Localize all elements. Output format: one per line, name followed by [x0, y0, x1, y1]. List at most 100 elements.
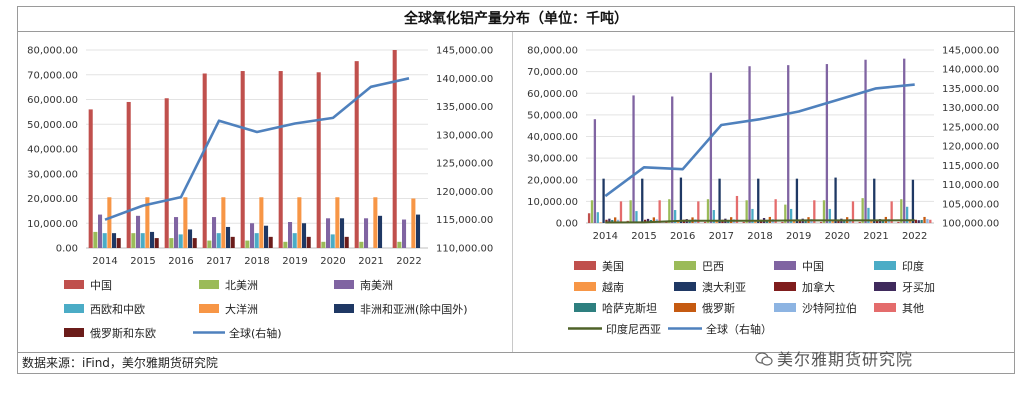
legend-swatch [674, 261, 696, 270]
bar [221, 197, 226, 248]
legend-label: 澳大利亚 [702, 280, 746, 294]
bar [202, 73, 207, 248]
y-tick-label: 0.00 [556, 219, 578, 230]
x-tick-label: 2016 [168, 256, 193, 267]
small-series-line [605, 219, 915, 224]
bar [774, 199, 777, 223]
x-tick-label: 2014 [92, 256, 117, 267]
global-total-line [104, 77, 410, 221]
bar [340, 218, 345, 248]
bar [116, 238, 121, 248]
bar [288, 222, 293, 248]
legend-label: 美国 [602, 260, 624, 273]
y-tick-label: 50,000.00 [527, 110, 578, 121]
y-tick-label: 20,000.00 [27, 194, 78, 205]
legend-label: 大洋洲 [225, 302, 258, 316]
legend-swatch [334, 280, 354, 289]
bar [154, 238, 159, 248]
bar [297, 197, 302, 248]
bar [192, 238, 197, 248]
legend-swatch [774, 303, 796, 312]
legend-swatch [574, 282, 596, 291]
bar [268, 236, 273, 248]
bar [897, 221, 900, 223]
y-tick-label: 80,000.00 [27, 46, 78, 57]
bar [344, 236, 349, 248]
bar [679, 177, 683, 223]
bar [392, 50, 397, 248]
bar [250, 223, 255, 248]
bar [614, 217, 617, 223]
bar [715, 220, 718, 223]
watermark: 美尔雅期货研究院 [755, 346, 913, 370]
bar [230, 236, 235, 248]
bar [843, 219, 846, 223]
bar [745, 200, 748, 223]
bar [789, 208, 793, 223]
bar [748, 66, 751, 223]
legend-swatch [874, 303, 896, 312]
bar [709, 72, 713, 224]
wechat-icon [755, 352, 773, 366]
bar [88, 109, 93, 249]
y2-tick-label: 115,000.00 [436, 215, 493, 226]
legend-label: 印度 [902, 259, 924, 273]
bar [150, 231, 155, 248]
legend-label: 沙特阿拉伯 [802, 301, 857, 315]
bar [712, 210, 715, 223]
bar [278, 71, 283, 248]
legend-label: 其他 [902, 302, 924, 315]
y2-tick-label: 145,000.00 [436, 46, 493, 57]
y-tick-label: 70,000.00 [27, 70, 78, 81]
legend-label: 牙买加 [902, 281, 935, 294]
bar [245, 240, 250, 248]
bar [881, 219, 885, 223]
bar [903, 58, 906, 224]
bar [587, 213, 591, 223]
bar [864, 59, 867, 224]
bar [873, 178, 876, 223]
y-tick-label: 20,000.00 [527, 175, 578, 186]
bar [188, 229, 193, 248]
y2-tick-label: 145,000.00 [942, 46, 999, 57]
y2-tick-label: 135,000.00 [942, 84, 999, 95]
bar [169, 238, 174, 248]
bar [819, 221, 823, 223]
y-tick-label: 50,000.00 [27, 120, 78, 131]
bar [605, 219, 608, 223]
bar [851, 201, 855, 224]
watermark-text: 美尔雅期货研究院 [777, 350, 914, 369]
bar [920, 219, 923, 223]
bar [354, 61, 359, 248]
legend-label: 全球（右轴） [706, 322, 772, 336]
x-tick-label: 2021 [358, 256, 383, 267]
y-tick-label: 30,000.00 [527, 154, 578, 165]
bar [136, 215, 141, 248]
bar [126, 101, 131, 248]
bar [335, 197, 340, 248]
x-tick-label: 2015 [130, 256, 155, 267]
x-tick-label: 2016 [670, 231, 695, 242]
bar [226, 226, 231, 248]
bar [131, 233, 136, 248]
legend-swatch [674, 303, 696, 312]
bar [411, 198, 416, 248]
bar [822, 200, 826, 223]
bar [911, 179, 915, 223]
legend-label: 印度尼西亚 [606, 322, 661, 336]
chart-title: 全球氧化铝产量分布（单位：千吨） [18, 7, 1014, 32]
y2-tick-label: 135,000.00 [436, 102, 493, 113]
bar [93, 231, 98, 248]
chart-frame: 全球氧化铝产量分布（单位：千吨） 0.00 10,000.00 20,000.00 3… [17, 6, 1015, 374]
bar [602, 178, 605, 223]
bar [216, 233, 221, 248]
y-tick-label: 60,000.00 [27, 95, 78, 106]
y2-tick-label: 110,000.00 [436, 244, 493, 255]
bar [825, 64, 829, 223]
bar [676, 221, 680, 223]
bar [112, 233, 117, 248]
bar [326, 218, 331, 248]
legend-label: 越南 [602, 280, 624, 294]
legend-label: 巴西 [702, 260, 724, 273]
y-tick-label: 10,000.00 [527, 197, 578, 208]
